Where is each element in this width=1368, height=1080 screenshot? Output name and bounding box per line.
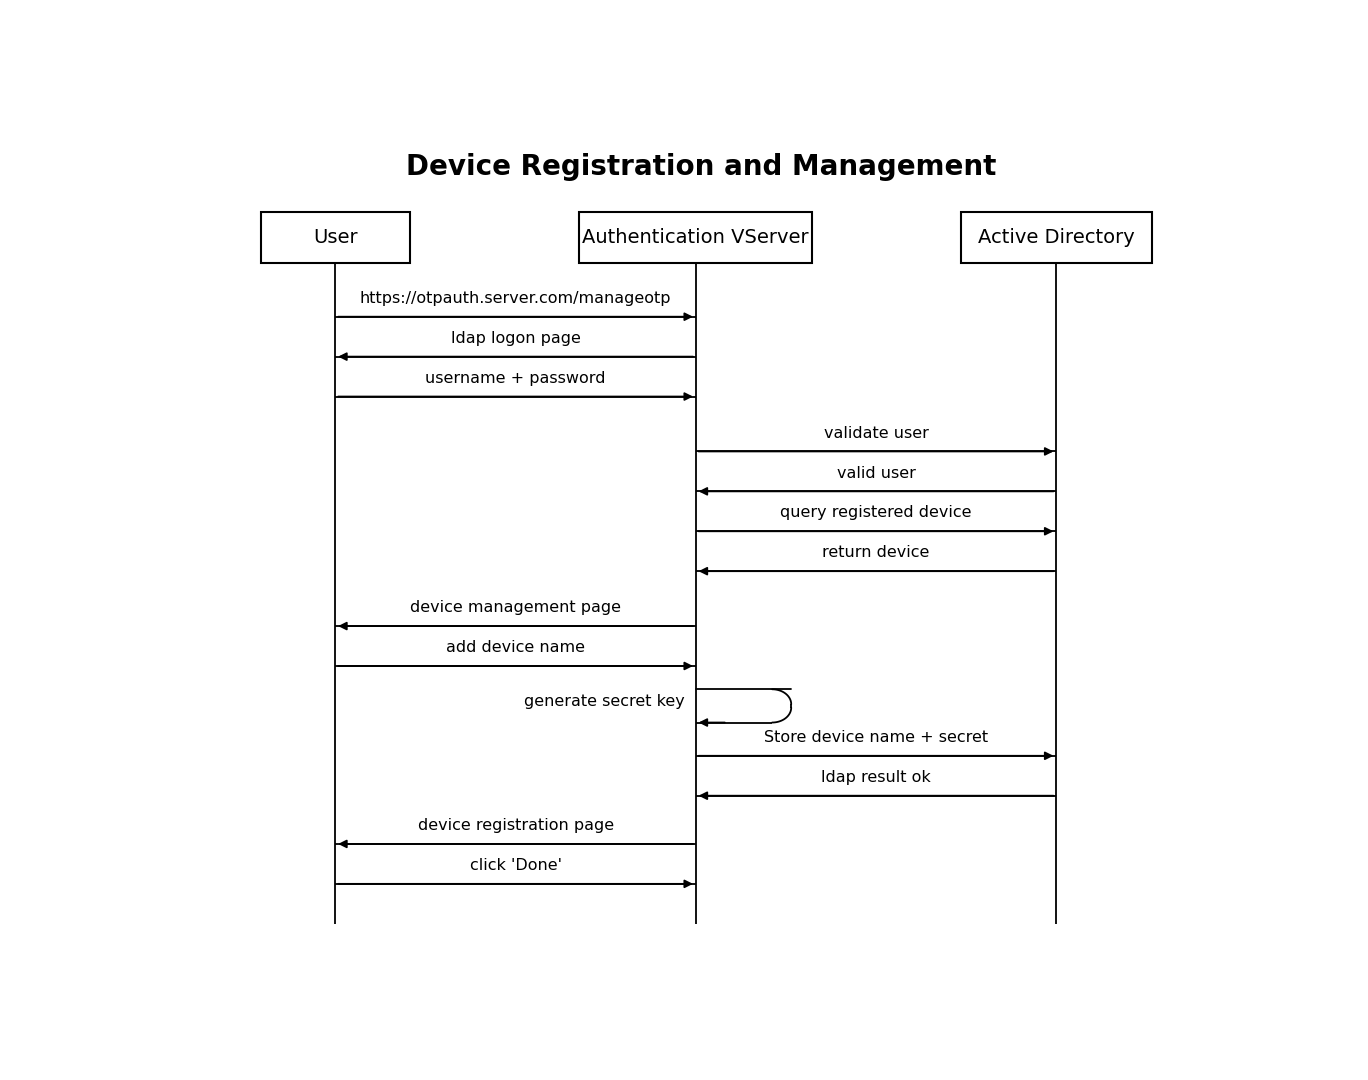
Text: click 'Done': click 'Done' [469, 858, 562, 873]
Text: device registration page: device registration page [417, 819, 614, 833]
Text: ldap result ok: ldap result ok [821, 770, 930, 785]
FancyBboxPatch shape [261, 212, 409, 264]
Text: Active Directory: Active Directory [978, 228, 1134, 247]
Text: validate user: validate user [824, 426, 929, 441]
Text: https://otpauth.server.com/manageotp: https://otpauth.server.com/manageotp [360, 291, 672, 306]
Text: Authentication VServer: Authentication VServer [583, 228, 808, 247]
Text: add device name: add device name [446, 640, 586, 656]
FancyBboxPatch shape [579, 212, 813, 264]
Text: ldap logon page: ldap logon page [450, 330, 580, 346]
Text: Store device name + secret: Store device name + secret [763, 730, 988, 745]
Text: Device Registration and Management: Device Registration and Management [406, 153, 996, 181]
Text: generate secret key: generate secret key [524, 694, 685, 710]
Text: username + password: username + password [425, 370, 606, 386]
Text: return device: return device [822, 545, 930, 561]
Text: query registered device: query registered device [780, 505, 971, 521]
Text: device management page: device management page [410, 600, 621, 616]
Text: valid user: valid user [837, 465, 915, 481]
FancyBboxPatch shape [960, 212, 1152, 264]
Text: User: User [313, 228, 357, 247]
